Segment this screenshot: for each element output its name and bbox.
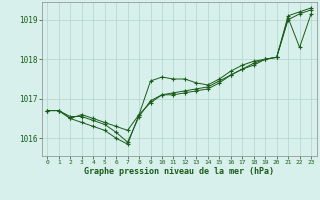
X-axis label: Graphe pression niveau de la mer (hPa): Graphe pression niveau de la mer (hPa): [84, 167, 274, 176]
